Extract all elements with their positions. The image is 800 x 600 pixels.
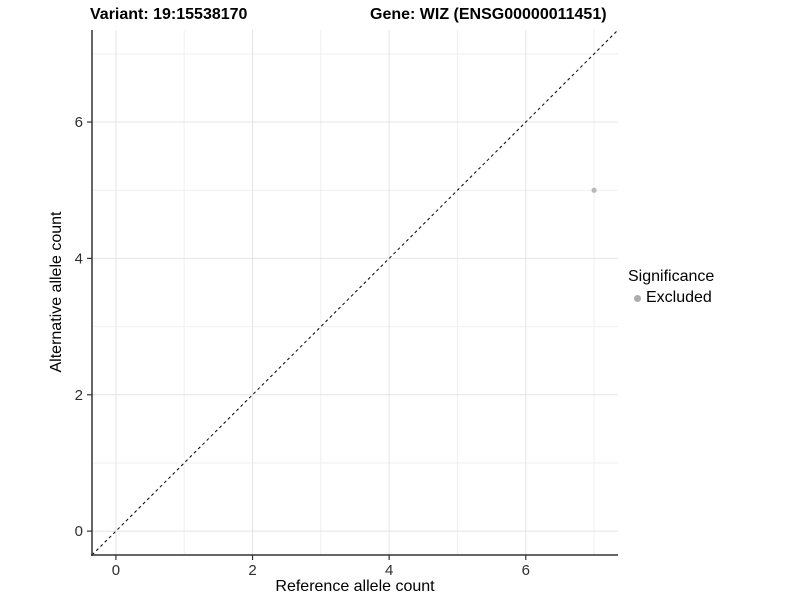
legend: Significance Excluded bbox=[628, 268, 714, 307]
plot-title-variant: Variant: 19:15538170 bbox=[90, 6, 248, 23]
legend-title: Significance bbox=[628, 268, 715, 285]
identity-line bbox=[91, 29, 619, 556]
x-tick-label: 4 bbox=[385, 562, 393, 579]
y-tick-label: 6 bbox=[75, 114, 83, 131]
x-tick-label: 6 bbox=[522, 562, 530, 579]
x-axis-title: Reference allele count bbox=[275, 578, 435, 595]
y-tick-label: 4 bbox=[75, 250, 83, 267]
x-tick-label: 2 bbox=[248, 562, 256, 579]
legend-entry: Excluded bbox=[628, 289, 714, 307]
y-tick-label: 2 bbox=[75, 387, 83, 404]
y-axis-title-text: Alternative allele count bbox=[48, 211, 65, 373]
y-tick-label: 0 bbox=[75, 523, 83, 540]
data-point bbox=[591, 187, 597, 193]
plot-title-gene: Gene: WIZ (ENSG00000011451) bbox=[370, 6, 607, 23]
legend-dot-icon bbox=[633, 294, 641, 302]
x-tick-label: 0 bbox=[112, 562, 120, 579]
legend-entry-label: Excluded bbox=[646, 289, 712, 306]
legend-point-icon bbox=[628, 289, 646, 307]
